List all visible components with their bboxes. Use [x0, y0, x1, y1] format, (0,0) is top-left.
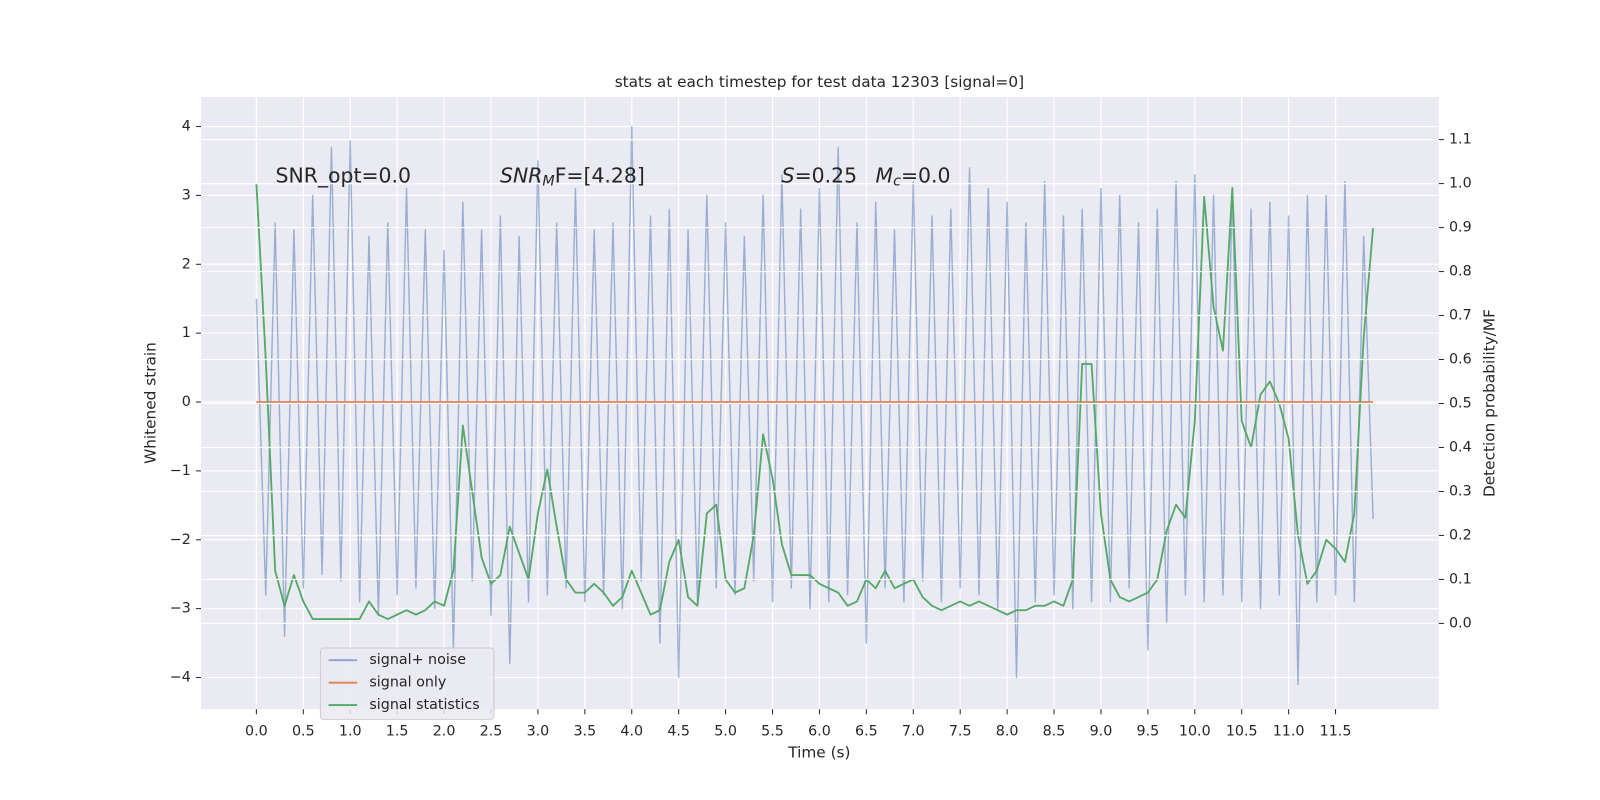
- annotation-part: M: [876, 164, 894, 188]
- x-tick-label: 0.5: [292, 724, 315, 740]
- legend-label: signal+ noise: [369, 652, 466, 668]
- y-axis-label: Whitened strain: [142, 342, 160, 464]
- legend-box: [319, 647, 495, 720]
- x-tick-label: 9.5: [1137, 724, 1160, 740]
- annotation-part: M: [542, 174, 554, 190]
- y2-axis-label: Detection probability/MF: [1480, 309, 1498, 497]
- y-tick-label: 4: [182, 119, 191, 135]
- series-line: [255, 125, 1374, 686]
- x-tick-label: 2.0: [433, 724, 456, 740]
- y-tick-label: −1: [170, 463, 191, 479]
- y2-tick-label: 0.7: [1449, 308, 1472, 324]
- y-tick-label: 2: [182, 256, 191, 272]
- y-tick-label: −2: [170, 532, 191, 548]
- x-tick-label: 8.5: [1043, 724, 1066, 740]
- x-tick-label: 10.0: [1179, 724, 1211, 740]
- annotation-part: S: [782, 164, 795, 188]
- annotation-part: SNR: [500, 164, 542, 188]
- x-tick-label: 7.5: [949, 724, 972, 740]
- x-tick-label: 4.0: [620, 724, 643, 740]
- y2-tick-label: 0.2: [1449, 527, 1472, 543]
- x-tick-label: 1.5: [386, 724, 409, 740]
- x-tick-label: 6.5: [855, 724, 878, 740]
- x-tick-label: 10.5: [1226, 724, 1258, 740]
- y-tick-label: 1: [182, 325, 191, 341]
- x-tick-label: 9.0: [1090, 724, 1113, 740]
- annotation-part: =0.0: [901, 164, 951, 188]
- annotation-part: =0.25: [795, 164, 858, 188]
- legend-label: signal statistics: [369, 697, 479, 713]
- annotation-part: c: [893, 174, 901, 190]
- y2-tick-label: 0.8: [1449, 264, 1472, 280]
- y2-tick-label: 0.1: [1449, 571, 1472, 587]
- annotation: SNRMF=[4.28]: [500, 164, 645, 190]
- annotation: SNR_opt=0.0: [276, 164, 412, 189]
- annotation-part: SNR_opt=0.0: [276, 164, 412, 189]
- y-tick-label: −3: [170, 601, 191, 617]
- y2-tick-label: 0.5: [1449, 396, 1472, 412]
- x-tick-label: 6.0: [808, 724, 831, 740]
- legend-label: signal only: [369, 675, 446, 691]
- x-axis-label: Time (s): [787, 744, 850, 762]
- y-tick-label: 3: [182, 187, 191, 203]
- x-tick-label: 0.0: [245, 724, 268, 740]
- annotation-part: F=[4.28]: [555, 164, 645, 188]
- annotation: Mc=0.0: [876, 164, 951, 190]
- y2-tick-label: 0.0: [1449, 615, 1472, 631]
- x-tick-label: 5.5: [761, 724, 784, 740]
- y2-tick-label: 0.6: [1449, 352, 1472, 368]
- chart-title: stats at each timestep for test data 123…: [615, 73, 1024, 91]
- x-tick-label: 2.5: [480, 724, 503, 740]
- y-tick-label: −4: [170, 670, 191, 686]
- overlay: 0.0 0.5 1.0 1.5 2.0 2.5 3.0 3.5 4.0 4.5 5.0 5.5 6.0 6…: [170, 119, 1472, 740]
- x-tick-label: 11.0: [1273, 724, 1305, 740]
- y2-tick-label: 0.3: [1449, 483, 1472, 499]
- x-tick-label: 3.0: [527, 724, 550, 740]
- y2-tick-label: 0.4: [1449, 439, 1472, 455]
- y2-tick-label: 0.9: [1449, 220, 1472, 236]
- x-tick-label: 1.0: [339, 724, 362, 740]
- annotation: S=0.25: [782, 164, 857, 188]
- x-tick-label: 5.0: [714, 724, 737, 740]
- y-tick-label: 0: [182, 394, 191, 410]
- x-tick-label: 11.5: [1320, 724, 1352, 740]
- x-tick-label: 7.0: [902, 724, 925, 740]
- y2-tick-label: 1.1: [1449, 132, 1472, 148]
- x-tick-label: 8.0: [996, 724, 1019, 740]
- x-tick-label: 4.5: [667, 724, 690, 740]
- y2-tick-label: 1.0: [1449, 176, 1472, 192]
- x-tick-label: 3.5: [573, 724, 596, 740]
